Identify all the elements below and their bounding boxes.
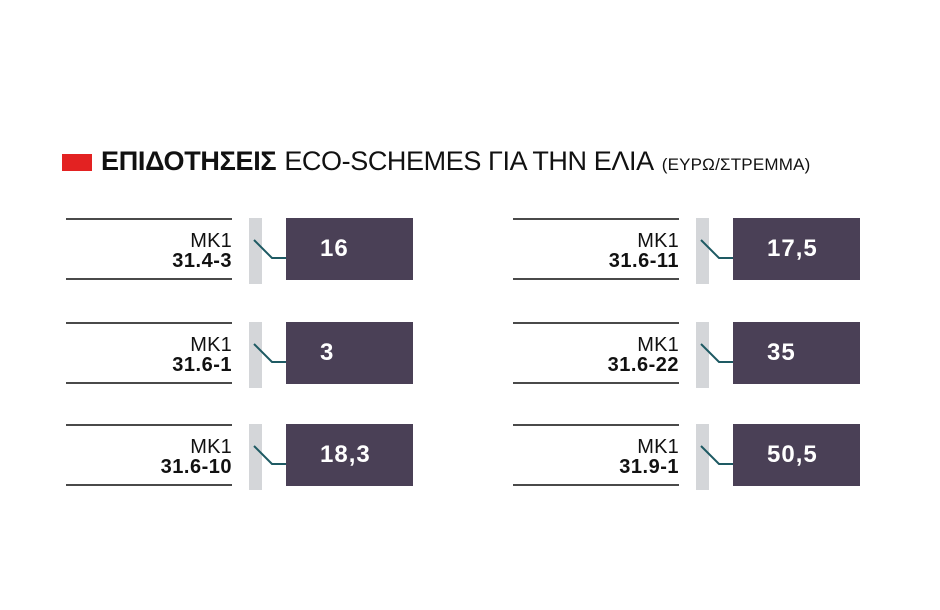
connector-icon: [253, 239, 287, 259]
scheme-value: 17,5: [733, 218, 860, 280]
connector-icon: [253, 445, 287, 465]
divider-bottom: [513, 278, 679, 280]
divider-bottom: [66, 278, 232, 280]
scheme-value: 35: [733, 322, 860, 384]
connector-icon: [253, 343, 287, 363]
scheme-number: 31.6-1: [172, 354, 232, 376]
scheme-code: MK1 31.6-1: [172, 335, 232, 375]
scheme-code: MK1 31.4-3: [172, 231, 232, 271]
scheme-prefix: MK1: [637, 334, 679, 356]
chart-title: ΕΠΙΔΟΤΗΣΕΙΣ ECO-SCHEMES ΓΙΑ ΤΗΝ ΕΛΙΑ (ΕΥ…: [62, 146, 882, 186]
scheme-number: 31.4-3: [172, 250, 232, 272]
divider-bottom: [513, 382, 679, 384]
scheme-value: 50,5: [733, 424, 860, 486]
grey-bar: [696, 424, 709, 490]
scheme-card: MK1 31.4-3 16: [66, 218, 416, 284]
scheme-card: MK1 31.9-1 50,5: [513, 424, 863, 490]
divider-top: [513, 424, 679, 426]
scheme-prefix: MK1: [190, 436, 232, 458]
divider-bottom: [66, 484, 232, 486]
scheme-value: 16: [286, 218, 413, 280]
grey-bar: [249, 424, 262, 490]
divider-bottom: [66, 382, 232, 384]
divider-top: [66, 424, 232, 426]
divider-bottom: [513, 484, 679, 486]
connector-icon: [700, 343, 734, 363]
scheme-number: 31.6-22: [607, 354, 679, 376]
divider-top: [513, 322, 679, 324]
connector-icon: [700, 239, 734, 259]
scheme-prefix: MK1: [190, 334, 232, 356]
scheme-prefix: MK1: [190, 230, 232, 252]
scheme-number: 31.6-11: [608, 250, 679, 272]
scheme-value: 3: [286, 322, 413, 384]
grey-bar: [249, 322, 262, 388]
scheme-card: MK1 31.6-11 17,5: [513, 218, 863, 284]
scheme-code: MK1 31.6-10: [161, 437, 232, 477]
scheme-card: MK1 31.6-22 35: [513, 322, 863, 388]
connector-icon: [700, 445, 734, 465]
scheme-prefix: MK1: [637, 230, 679, 252]
divider-top: [513, 218, 679, 220]
scheme-card: MK1 31.6-10 18,3: [66, 424, 416, 490]
scheme-prefix: MK1: [637, 436, 679, 458]
scheme-value: 18,3: [286, 424, 413, 486]
red-square-icon: [62, 154, 92, 171]
grey-bar: [696, 218, 709, 284]
title-unit: (ΕΥΡΩ/ΣΤΡΕΜΜΑ): [661, 155, 811, 174]
grey-bar: [696, 322, 709, 388]
scheme-code: MK1 31.9-1: [619, 437, 679, 477]
grey-bar: [249, 218, 262, 284]
title-main: ECO-SCHEMES ΓΙΑ ΤΗΝ ΕΛΙΑ: [284, 146, 654, 176]
scheme-code: MK1 31.6-11: [609, 231, 679, 271]
scheme-number: 31.6-10: [160, 456, 232, 478]
divider-top: [66, 322, 232, 324]
title-bold: ΕΠΙΔΟΤΗΣΕΙΣ: [101, 146, 277, 176]
divider-top: [66, 218, 232, 220]
scheme-card: MK1 31.6-1 3: [66, 322, 416, 388]
scheme-number: 31.9-1: [619, 456, 679, 478]
scheme-code: MK1 31.6-22: [608, 335, 679, 375]
